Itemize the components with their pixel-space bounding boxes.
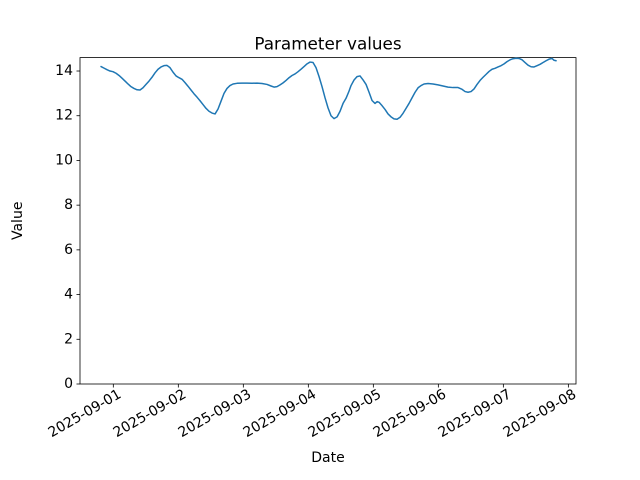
y-tick-label: 12 [55, 108, 73, 124]
x-tick-label: 2025-09-05 [306, 386, 384, 441]
y-tick-label: 6 [64, 242, 73, 258]
x-tick-label: 2025-09-06 [371, 386, 450, 441]
x-tick-label: 2025-09-01 [46, 386, 124, 441]
x-tick-label: 2025-09-08 [501, 386, 579, 441]
x-tick-label: 2025-09-04 [241, 386, 320, 441]
axes-layer: 2025-09-012025-09-022025-09-032025-09-04… [46, 57, 579, 441]
series-layer [100, 57, 557, 121]
y-tick-label: 4 [64, 287, 73, 303]
y-tick-label: 10 [55, 152, 73, 168]
series-line [100, 57, 557, 121]
y-tick-label: 14 [55, 63, 73, 79]
y-tick-label: 8 [64, 197, 73, 213]
y-tick-label: 2 [64, 331, 73, 347]
y-axis-label: Value [10, 202, 26, 240]
chart-title: Parameter values [254, 34, 401, 54]
x-tick-label: 2025-09-03 [176, 386, 254, 441]
x-tick-label: 2025-09-07 [436, 386, 514, 441]
x-axis-label: Date [311, 450, 344, 466]
plot-spines [79, 57, 577, 385]
y-tick-label: 0 [64, 376, 73, 392]
x-tick-label: 2025-09-02 [111, 386, 189, 441]
